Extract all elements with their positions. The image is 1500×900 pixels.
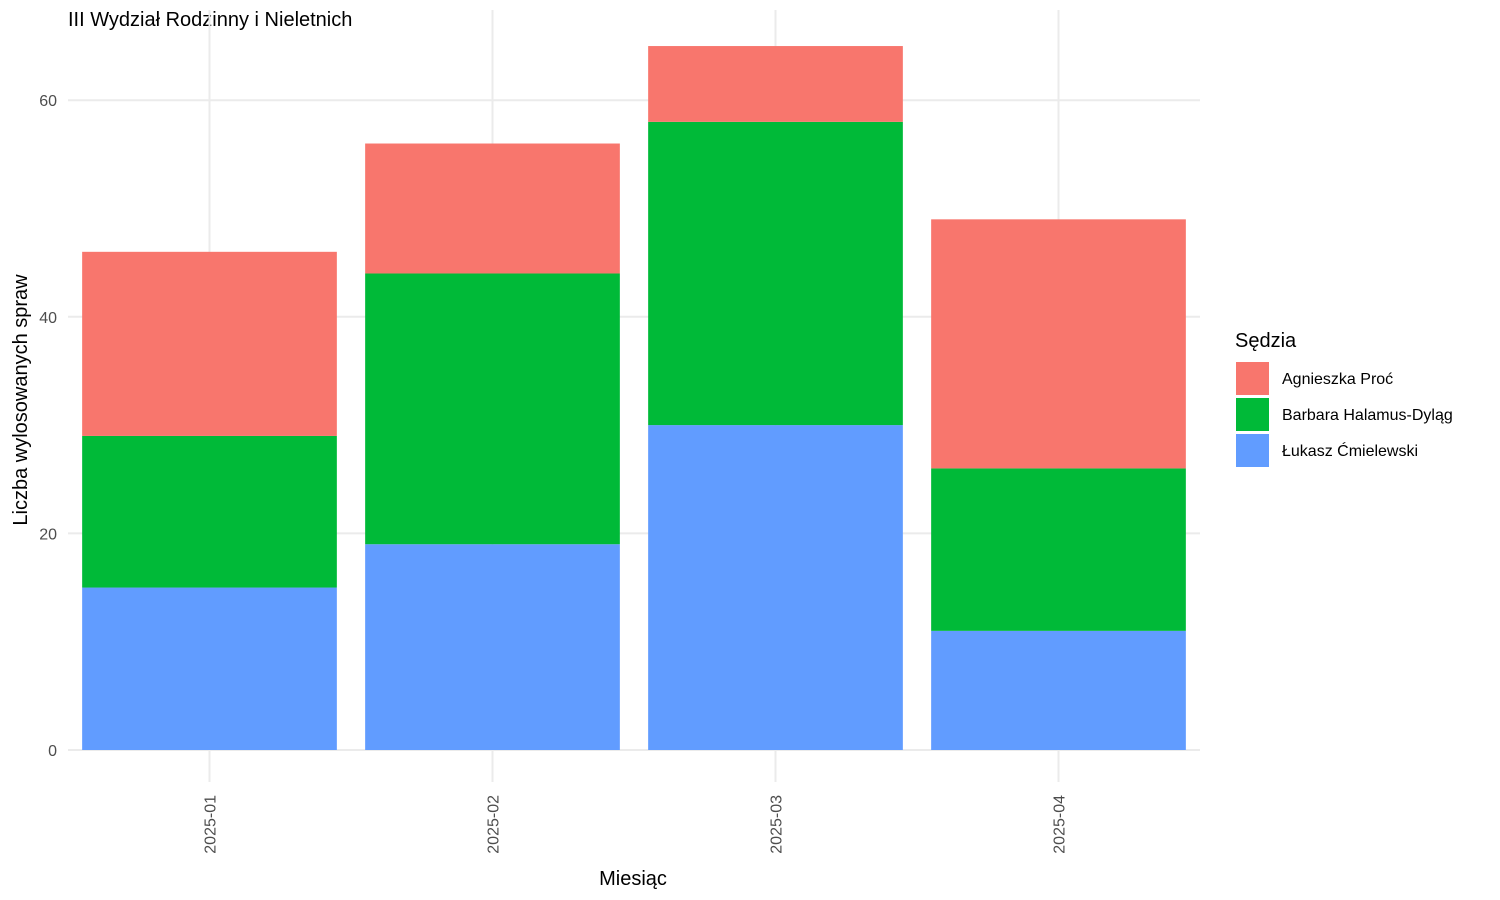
x-axis-title: Miesiąc (599, 868, 667, 890)
legend-label: Agnieszka Proć (1282, 371, 1393, 388)
y-tick-label: 20 (39, 526, 57, 543)
legend-swatch (1236, 434, 1269, 467)
legend-label: Łukasz Ćmielewski (1282, 441, 1418, 460)
x-tick-label: 2025-02 (486, 795, 503, 854)
bar-segment (365, 143, 620, 274)
y-axis-title: Liczba wylosowanych spraw (10, 274, 32, 526)
legend-swatch (1236, 398, 1269, 431)
y-tick-label: 0 (48, 743, 57, 760)
bar-segment (365, 273, 620, 545)
legend-swatch (1236, 362, 1269, 395)
bar-segment (648, 46, 903, 122)
bar-segment (931, 219, 1186, 469)
bar-segment (648, 425, 903, 750)
bar-segment (931, 468, 1186, 631)
y-tick-label: 40 (39, 310, 57, 327)
legend-title: Sędzia (1235, 330, 1297, 352)
x-tick-label: 2025-04 (1052, 795, 1069, 854)
bar-segment (931, 630, 1186, 750)
bar-segment (648, 121, 903, 426)
bar-segment (82, 251, 337, 436)
x-axis-ticks: 2025-01 2025-02 2025-03 2025-04 (203, 795, 1069, 854)
bar-segment (365, 544, 620, 750)
bars (82, 46, 1186, 750)
legend-label: Barbara Halamus-Dyląg (1282, 407, 1453, 424)
bar-segment (82, 587, 337, 750)
x-tick-label: 2025-03 (769, 795, 786, 854)
x-tick-label: 2025-01 (203, 795, 220, 854)
y-axis-ticks: 0 20 40 60 (39, 93, 57, 760)
bar-segment (82, 435, 337, 588)
y-tick-label: 60 (39, 93, 57, 110)
legend: Sędzia Agnieszka Proć Barbara Halamus-Dyl… (1235, 330, 1453, 467)
